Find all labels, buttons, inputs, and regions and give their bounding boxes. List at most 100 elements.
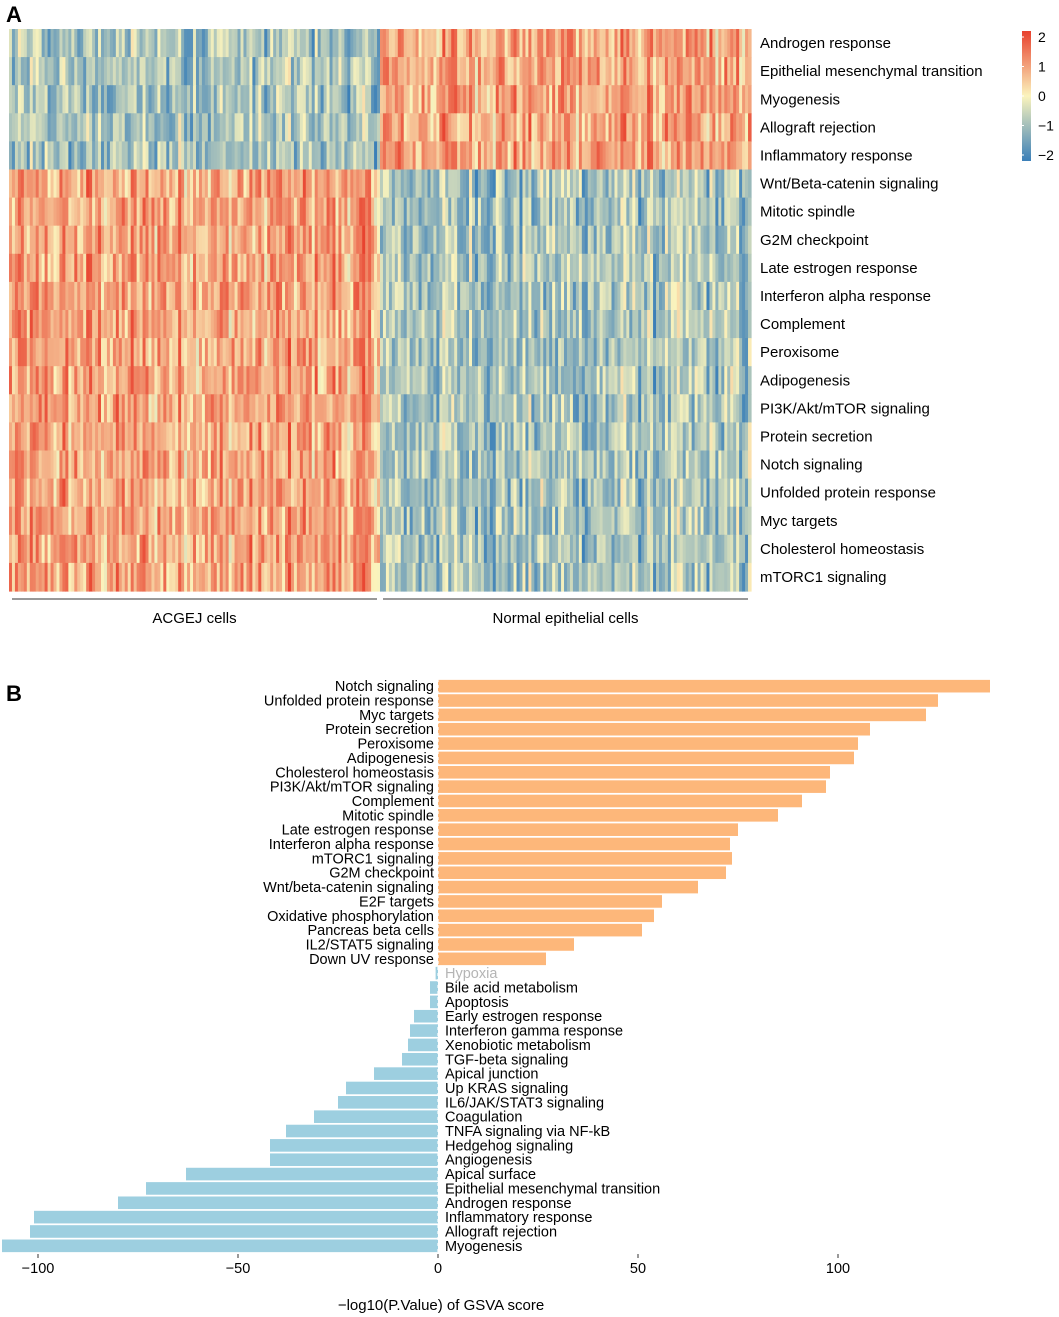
heatmap-cell <box>207 225 212 255</box>
heatmap-cell <box>264 562 268 592</box>
heatmap-cell <box>344 57 348 86</box>
heatmap-cell <box>207 506 212 536</box>
heatmap-cell <box>433 141 437 171</box>
heatmap-cell <box>195 310 200 339</box>
heatmap-cell <box>477 29 482 58</box>
heatmap-cell <box>436 562 440 592</box>
heatmap-cell <box>572 113 577 142</box>
heatmap-cell <box>661 281 666 311</box>
heatmap-cell <box>670 253 675 283</box>
heatmap-cell <box>201 197 206 227</box>
heatmap-cell <box>709 225 714 255</box>
heatmap-cell <box>460 366 464 395</box>
heatmap-cell <box>712 422 716 452</box>
heatmap-cell <box>323 534 328 564</box>
heatmap-cell <box>566 534 571 564</box>
heatmap-cell <box>623 478 627 508</box>
heatmap-cell <box>721 29 725 58</box>
heatmap-cell <box>47 506 52 536</box>
heatmap-cell <box>32 338 37 367</box>
heatmap-cell <box>41 169 46 199</box>
heatmap-cell <box>9 366 13 395</box>
heatmap-cell <box>531 478 535 508</box>
heatmap-cell <box>664 450 669 480</box>
heatmap-cell <box>204 29 209 58</box>
heatmap-cell <box>569 450 574 480</box>
heatmap-cell <box>92 85 96 114</box>
heatmap-cell <box>332 310 337 339</box>
heatmap-cell <box>483 225 488 255</box>
heatmap-cell <box>59 366 64 395</box>
heatmap-cell <box>549 394 553 423</box>
heatmap-cell <box>421 169 426 199</box>
heatmap-cell <box>718 422 722 452</box>
heatmap-cell <box>605 310 610 339</box>
heatmap-cell <box>62 113 66 142</box>
heatmap-cell <box>377 310 381 339</box>
heatmap-cell <box>629 281 633 311</box>
heatmap-cell <box>151 478 156 508</box>
heatmap-cell <box>656 169 660 199</box>
heatmap-cell <box>620 29 624 58</box>
heatmap-cell <box>703 506 708 536</box>
heatmap-cell <box>207 253 212 283</box>
heatmap-cell <box>181 253 185 283</box>
heatmap-cell <box>317 310 322 339</box>
heatmap-cell <box>56 450 61 480</box>
heatmap-cell <box>661 225 666 255</box>
heatmap-cell <box>65 338 69 367</box>
heatmap-cell <box>439 113 443 142</box>
heatmap-cell <box>584 85 589 114</box>
heatmap-cell <box>721 310 725 339</box>
heatmap-cell <box>106 366 111 395</box>
heatmap-cell <box>41 225 46 255</box>
heatmap-cell <box>23 29 28 58</box>
heatmap-cell <box>424 366 429 395</box>
heatmap-cell <box>62 225 66 255</box>
heatmap-cell <box>558 141 562 171</box>
heatmap-cell <box>89 253 93 283</box>
heatmap-cell <box>385 338 390 367</box>
heatmap-cell <box>249 225 253 255</box>
heatmap-cell <box>26 562 31 592</box>
heatmap-cell <box>388 141 393 171</box>
heatmap-cell <box>320 113 325 142</box>
heatmap-cell <box>136 450 141 480</box>
heatmap-cell <box>679 478 684 508</box>
heatmap-cell <box>635 281 639 311</box>
heatmap-cell <box>673 85 678 114</box>
heatmap-cell <box>258 169 262 199</box>
heatmap-cell <box>433 478 437 508</box>
heatmap-cell <box>133 478 138 508</box>
heatmap-cell <box>23 338 28 367</box>
heatmap-cell <box>421 225 426 255</box>
heatmap-cell <box>368 85 372 114</box>
heatmap-cell <box>451 29 455 58</box>
heatmap-cell <box>385 562 390 592</box>
heatmap-cell <box>566 310 571 339</box>
heatmap-cell <box>65 85 69 114</box>
heatmap-cell <box>688 366 693 395</box>
heatmap-cell <box>626 422 630 452</box>
heatmap-cell <box>676 281 681 311</box>
heatmap-cell <box>569 225 574 255</box>
heatmap-cell <box>11 506 16 536</box>
heatmap-cell <box>495 366 500 395</box>
heatmap-cell <box>593 85 598 114</box>
heatmap-cell <box>635 450 639 480</box>
heatmap-cell <box>700 85 705 114</box>
heatmap-cell <box>136 394 141 423</box>
heatmap-cell <box>748 225 752 255</box>
heatmap-cell <box>175 478 179 508</box>
heatmap-cell <box>35 450 40 480</box>
heatmap-cell <box>207 281 212 311</box>
heatmap-cell <box>296 310 301 339</box>
heatmap-cell <box>121 478 126 508</box>
heatmap-cell <box>460 57 464 86</box>
heatmap-cell <box>623 85 627 114</box>
heatmap-cell <box>406 281 411 311</box>
heatmap-cell <box>605 281 610 311</box>
heatmap-cell <box>602 29 607 58</box>
heatmap-cell <box>469 225 473 255</box>
heatmap-cell <box>287 534 292 564</box>
